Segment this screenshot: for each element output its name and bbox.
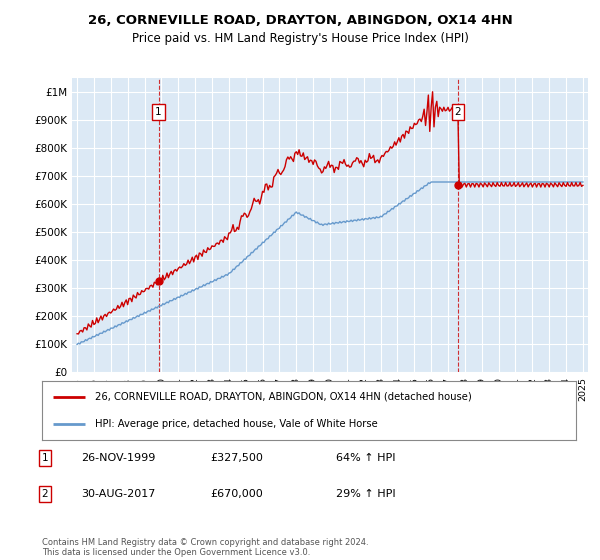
- Text: 64% ↑ HPI: 64% ↑ HPI: [336, 453, 395, 463]
- Text: Contains HM Land Registry data © Crown copyright and database right 2024.
This d: Contains HM Land Registry data © Crown c…: [42, 538, 368, 557]
- Text: £327,500: £327,500: [210, 453, 263, 463]
- Text: 29% ↑ HPI: 29% ↑ HPI: [336, 489, 395, 499]
- Text: 26-NOV-1999: 26-NOV-1999: [81, 453, 155, 463]
- Text: Price paid vs. HM Land Registry's House Price Index (HPI): Price paid vs. HM Land Registry's House …: [131, 32, 469, 45]
- Text: £670,000: £670,000: [210, 489, 263, 499]
- Text: 1: 1: [41, 453, 49, 463]
- Text: 2: 2: [455, 107, 461, 117]
- Text: 30-AUG-2017: 30-AUG-2017: [81, 489, 155, 499]
- Text: HPI: Average price, detached house, Vale of White Horse: HPI: Average price, detached house, Vale…: [95, 419, 378, 429]
- Text: 2: 2: [41, 489, 49, 499]
- Text: 26, CORNEVILLE ROAD, DRAYTON, ABINGDON, OX14 4HN: 26, CORNEVILLE ROAD, DRAYTON, ABINGDON, …: [88, 14, 512, 27]
- Text: 1: 1: [155, 107, 162, 117]
- Text: 26, CORNEVILLE ROAD, DRAYTON, ABINGDON, OX14 4HN (detached house): 26, CORNEVILLE ROAD, DRAYTON, ABINGDON, …: [95, 391, 472, 402]
